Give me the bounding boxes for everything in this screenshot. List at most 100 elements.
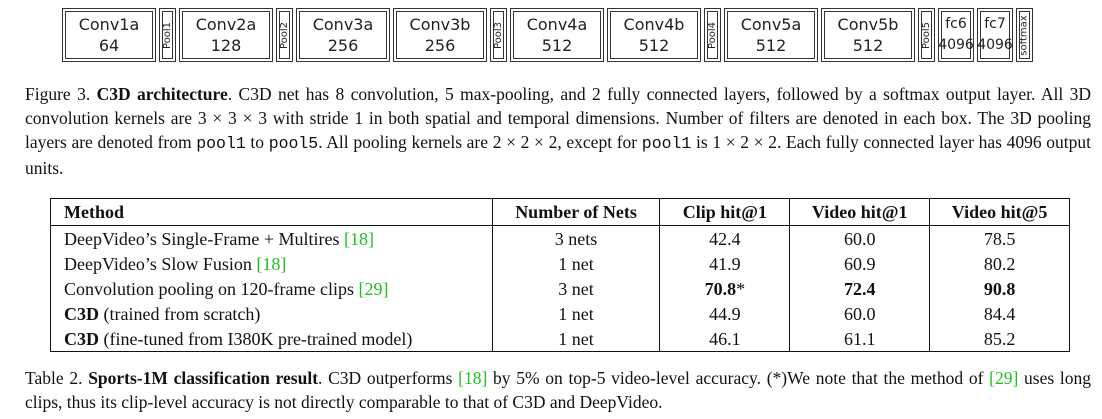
- layer-name: Conv1a: [78, 15, 140, 34]
- layer-box: Pool1: [159, 8, 176, 62]
- layer-box: Pool4: [704, 8, 721, 62]
- text-segment: pool1: [196, 134, 246, 153]
- table-cell: 61.1: [789, 326, 930, 352]
- text-segment: 41.9: [709, 253, 741, 274]
- layer-box: Conv5b 512: [821, 8, 915, 62]
- text-segment: 70.8: [704, 278, 737, 299]
- layer-box: softmax: [1016, 8, 1033, 62]
- table-cell: Convolution pooling on 120-frame clips […: [50, 276, 493, 301]
- text-segment: 1 net: [558, 303, 594, 324]
- text-segment: 1 net: [558, 253, 594, 274]
- text-segment: DeepVideo’s Single-Frame + Multires: [64, 228, 345, 249]
- layer-box: fc7 4096: [977, 8, 1013, 62]
- text-segment: by 5% on top-5 video-level accuracy. (*)…: [487, 368, 990, 388]
- table-cell: 84.4: [929, 301, 1070, 326]
- layer-name: Pool5: [921, 21, 932, 49]
- text-segment: 84.4: [983, 303, 1016, 324]
- architecture-diagram: Conv1a 64 Pool1 Conv2a 128 Pool2 Conv3a 256 Conv…: [62, 8, 1033, 62]
- layer-filters: 4096: [977, 37, 1013, 53]
- layer-name: Pool3: [493, 21, 504, 49]
- layer-box: Pool3: [490, 8, 507, 62]
- layer-box: fc6 4096: [938, 8, 974, 62]
- text-segment: 60.0: [843, 303, 876, 324]
- table-row: Convolution pooling on 120-frame clips […: [50, 276, 1070, 301]
- layer-filters: 64: [98, 36, 120, 55]
- layer-name: Conv3a: [312, 15, 374, 34]
- table-cell: 80.2: [929, 251, 1070, 276]
- text-segment: DeepVideo’s Slow Fusion: [64, 253, 257, 274]
- table-cell: 46.1: [659, 326, 790, 352]
- table-row: DeepVideo’s Single-Frame + Multires [18]…: [50, 225, 1070, 251]
- layer-name: Conv2a: [195, 15, 257, 34]
- layer-box: Conv3b 256: [393, 8, 487, 62]
- layer-name: Conv4b: [623, 15, 685, 34]
- text-segment: uses long clips, thus its clip-level acc…: [25, 368, 1091, 412]
- text-segment: pool1: [641, 134, 692, 153]
- text-segment: 80.2: [983, 253, 1016, 274]
- layer-filters: 4096: [938, 37, 974, 53]
- text-segment: C3D: [64, 328, 99, 349]
- text-segment: 85.2: [983, 328, 1016, 349]
- table-row: DeepVideo’s Slow Fusion [18] 1 net 41.9 60.…: [50, 251, 1070, 276]
- layer-filters: 128: [210, 36, 242, 55]
- text-segment: Figure 3.: [25, 84, 97, 104]
- layer-filters: 512: [541, 36, 573, 55]
- layer-box: Pool5: [918, 8, 935, 62]
- text-segment: 46.1: [709, 328, 741, 349]
- table-cell: 41.9: [659, 251, 790, 276]
- table-cell: 78.5: [929, 225, 1070, 251]
- table-cell: DeepVideo’s Slow Fusion [18]: [50, 251, 493, 276]
- text-segment: 72.4: [843, 278, 876, 299]
- table-body: DeepVideo’s Single-Frame + Multires [18]…: [50, 225, 1070, 352]
- table-row: C3D (fine-tuned from I380K pre-trained m…: [50, 326, 1070, 352]
- layer-name: fc6: [945, 16, 967, 32]
- layer-name: Pool2: [279, 21, 290, 49]
- text-segment: is 1 × 2 × 2. Each fully connected layer…: [25, 132, 1091, 178]
- layer-box: Conv2a 128: [179, 8, 273, 62]
- table-row: C3D (trained from scratch) 1 net 44.9 60.0 8…: [50, 301, 1070, 326]
- header-row: Method Number of Nets Clip hit@1 Video hit@…: [50, 198, 1070, 226]
- layer-box: Conv4a 512: [510, 8, 604, 62]
- table-cell: 60.0: [789, 301, 930, 326]
- text-segment: 60.9: [843, 253, 876, 274]
- layer-name: fc7: [984, 16, 1006, 32]
- table-cell: 42.4: [659, 225, 790, 251]
- layer-name: Pool4: [707, 21, 718, 49]
- text-segment: 78.5: [983, 228, 1016, 249]
- text-segment: pool5: [268, 134, 319, 153]
- table-cell: 70.8*: [659, 276, 790, 301]
- header-cell: Clip hit@1: [659, 198, 790, 226]
- text-segment: 61.1: [843, 328, 876, 349]
- layer-name: Conv5a: [740, 15, 802, 34]
- layer-box: Conv5a 512: [724, 8, 818, 62]
- table-cell: 44.9: [659, 301, 790, 326]
- layer-name: softmax: [1019, 14, 1031, 56]
- header-cell: Method: [50, 198, 493, 226]
- table-cell: DeepVideo’s Single-Frame + Multires [18]: [50, 225, 493, 251]
- table-cell: C3D (fine-tuned from I380K pre-trained m…: [50, 326, 493, 352]
- layer-name: Conv5b: [837, 15, 899, 34]
- results-table: Method Number of Nets Clip hit@1 Video hit@…: [50, 198, 1070, 352]
- text-segment: to: [245, 132, 269, 152]
- layer-name: Conv3b: [409, 15, 471, 34]
- table-cell: 90.8: [929, 276, 1070, 301]
- layer-name: Pool1: [162, 21, 173, 49]
- text-segment: 60.0: [843, 228, 876, 249]
- layer-filters: 512: [755, 36, 787, 55]
- text-segment: 42.4: [709, 228, 741, 249]
- text-segment: 1 net: [558, 328, 594, 349]
- text-segment: . C3D outperforms: [318, 368, 459, 388]
- layer-box: Conv4b 512: [607, 8, 701, 62]
- header-cell: Video hit@5: [929, 198, 1070, 226]
- text-segment: Table 2.: [25, 368, 89, 388]
- header-cell: Number of Nets: [491, 198, 660, 226]
- text-segment: . All pooling kernels are 2 × 2 × 2, exc…: [318, 132, 642, 152]
- text-segment: C3D: [64, 303, 99, 324]
- text-segment: [29]: [358, 278, 389, 299]
- layer-filters: 512: [852, 36, 884, 55]
- table-cell: 85.2: [929, 326, 1070, 352]
- table-caption: Table 2. Sports-1M classification result…: [25, 366, 1091, 414]
- text-segment: C3D architecture: [96, 84, 228, 104]
- table-cell: 3 nets: [491, 225, 660, 251]
